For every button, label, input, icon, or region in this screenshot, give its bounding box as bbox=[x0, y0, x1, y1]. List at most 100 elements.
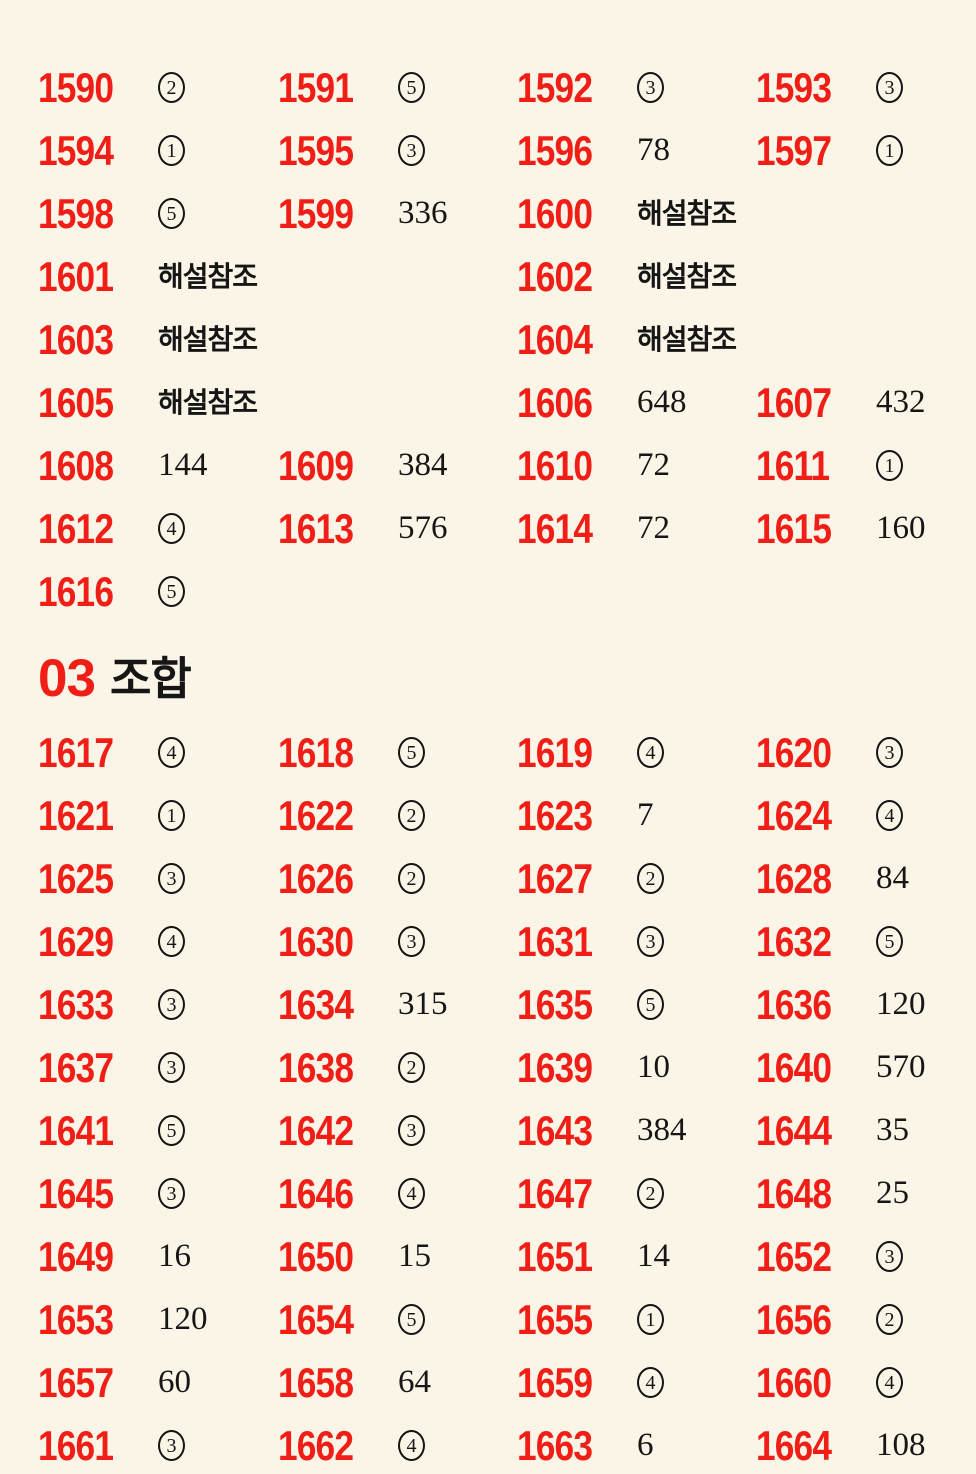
answer-cell: 1631 3 bbox=[517, 917, 756, 965]
problem-number: 1664 bbox=[756, 1421, 832, 1469]
answer-number: 7 bbox=[637, 797, 654, 833]
answer-cell: 1599 336 bbox=[278, 192, 517, 235]
answer-cell: 1628 84 bbox=[756, 857, 976, 900]
answer-cell: 1630 3 bbox=[278, 917, 517, 965]
answer-number: 144 bbox=[158, 447, 208, 483]
answer-choice-circled: 4 bbox=[398, 1430, 425, 1461]
answer-choice-circled: 5 bbox=[398, 737, 425, 768]
answer-row: 1633 3 1634 315 1635 5 1636 120 bbox=[38, 973, 976, 1036]
answer-cell: 1642 3 bbox=[278, 1109, 517, 1152]
answer-number: 15 bbox=[398, 1238, 431, 1274]
problem-number: 1661 bbox=[38, 1421, 114, 1469]
answer-choice-circled: 3 bbox=[876, 737, 903, 768]
problem-number: 1646 bbox=[278, 1169, 354, 1217]
answer-choice-circled: 3 bbox=[398, 135, 425, 166]
answer-number: 35 bbox=[876, 1112, 909, 1148]
answer-cell: 1620 3 bbox=[756, 731, 976, 774]
answer-number: 384 bbox=[398, 447, 448, 483]
answer-row: 1625 3 1626 2 1627 2 1628 84 bbox=[38, 847, 976, 910]
answer-see-explanation: 해설참조 bbox=[637, 197, 737, 229]
problem-number: 1648 bbox=[756, 1169, 832, 1217]
answer-choice-circled: 2 bbox=[398, 863, 425, 894]
answer-choice-circled: 5 bbox=[158, 198, 185, 229]
section-number: 03 bbox=[38, 648, 96, 708]
answer-number: 64 bbox=[398, 1364, 431, 1400]
problem-number: 1650 bbox=[278, 1232, 354, 1280]
problem-number: 1663 bbox=[517, 1421, 593, 1469]
answer-cell: 1661 3 bbox=[38, 1421, 278, 1469]
answer-choice-circled: 3 bbox=[876, 72, 903, 103]
problem-number: 1662 bbox=[278, 1421, 354, 1469]
answer-number: 315 bbox=[398, 986, 448, 1022]
problem-number: 1636 bbox=[756, 980, 832, 1028]
problem-number: 1630 bbox=[278, 917, 354, 965]
answer-cell: 1627 2 bbox=[517, 857, 756, 900]
problem-number: 1593 bbox=[756, 63, 832, 111]
problem-number: 1606 bbox=[517, 378, 593, 426]
problem-number: 1631 bbox=[517, 917, 593, 965]
answer-see-explanation: 해설참조 bbox=[637, 323, 737, 355]
answer-cell: 1613 576 bbox=[278, 504, 517, 552]
answer-cell: 1639 10 bbox=[517, 1043, 756, 1091]
answer-number: 120 bbox=[158, 1301, 208, 1337]
answer-cell: 1664 108 bbox=[756, 1421, 976, 1469]
answer-row: 1645 3 1646 4 1647 2 1648 25 bbox=[38, 1162, 976, 1225]
problem-number: 1652 bbox=[756, 1232, 832, 1280]
answer-number: 72 bbox=[637, 510, 670, 546]
problem-number: 1618 bbox=[278, 728, 354, 776]
problem-number: 1622 bbox=[278, 791, 354, 839]
answer-cell: 1615 160 bbox=[756, 507, 976, 550]
problem-number: 1638 bbox=[278, 1043, 354, 1091]
problem-number: 1596 bbox=[517, 126, 593, 174]
problem-number: 1626 bbox=[278, 854, 354, 902]
answer-cell: 1621 1 bbox=[38, 791, 278, 839]
answer-cell: 1606 648 bbox=[517, 378, 756, 426]
answer-cell: 1611 1 bbox=[756, 444, 976, 487]
problem-number: 1633 bbox=[38, 980, 114, 1028]
answer-choice-circled: 3 bbox=[637, 926, 664, 957]
answer-cell: 1636 120 bbox=[756, 980, 976, 1028]
answer-choice-circled: 2 bbox=[637, 1178, 664, 1209]
answer-choice-circled: 4 bbox=[158, 737, 185, 768]
answer-cell: 1605 해설참조 bbox=[38, 381, 517, 424]
answer-choice-circled: 4 bbox=[637, 1367, 664, 1398]
problem-number: 1613 bbox=[278, 504, 354, 552]
answer-choice-circled: 5 bbox=[876, 926, 903, 957]
answer-cell: 1658 64 bbox=[278, 1361, 517, 1404]
answer-cell: 1662 4 bbox=[278, 1421, 517, 1469]
answer-cell: 1612 4 bbox=[38, 507, 278, 550]
answer-choice-circled: 3 bbox=[876, 1241, 903, 1272]
section-header: 03 조합 bbox=[38, 643, 976, 713]
answer-row: 1598 5 1599 336 1600 해설참조 bbox=[38, 182, 976, 245]
answer-cell: 1618 5 bbox=[278, 728, 517, 776]
problem-number: 1632 bbox=[756, 917, 832, 965]
problem-number: 1592 bbox=[517, 63, 593, 111]
answer-row: 1605 해설참조 1606 648 1607 432 bbox=[38, 371, 976, 434]
answer-row: 1629 4 1630 3 1631 3 1632 5 bbox=[38, 910, 976, 973]
answer-cell: 1592 3 bbox=[517, 63, 756, 111]
answer-cell: 1646 4 bbox=[278, 1169, 517, 1217]
answer-cell: 1591 5 bbox=[278, 66, 517, 109]
answer-choice-circled: 3 bbox=[158, 1052, 185, 1083]
problem-number: 1608 bbox=[38, 441, 114, 489]
answer-cell: 1629 4 bbox=[38, 920, 278, 963]
answer-cell: 1596 78 bbox=[517, 126, 756, 174]
problem-number: 1660 bbox=[756, 1358, 832, 1406]
answer-cell: 1607 432 bbox=[756, 381, 976, 424]
answer-see-explanation: 해설참조 bbox=[158, 323, 258, 355]
problem-number: 1610 bbox=[517, 441, 593, 489]
problem-number: 1603 bbox=[38, 315, 114, 363]
problem-number: 1639 bbox=[517, 1043, 593, 1091]
answer-cell: 1593 3 bbox=[756, 63, 976, 111]
answer-cell: 1616 5 bbox=[38, 570, 278, 613]
answer-choice-circled: 4 bbox=[158, 513, 185, 544]
problem-number: 1617 bbox=[38, 728, 114, 776]
answer-cell: 1602 해설참조 bbox=[517, 255, 976, 298]
answer-choice-circled: 1 bbox=[876, 450, 903, 481]
problem-number: 1621 bbox=[38, 791, 114, 839]
answer-cell: 1623 7 bbox=[517, 794, 756, 837]
answer-row: 1617 4 1618 5 1619 4 1620 3 bbox=[38, 721, 976, 784]
answer-number: 576 bbox=[398, 510, 448, 546]
problem-number: 1653 bbox=[38, 1295, 114, 1343]
